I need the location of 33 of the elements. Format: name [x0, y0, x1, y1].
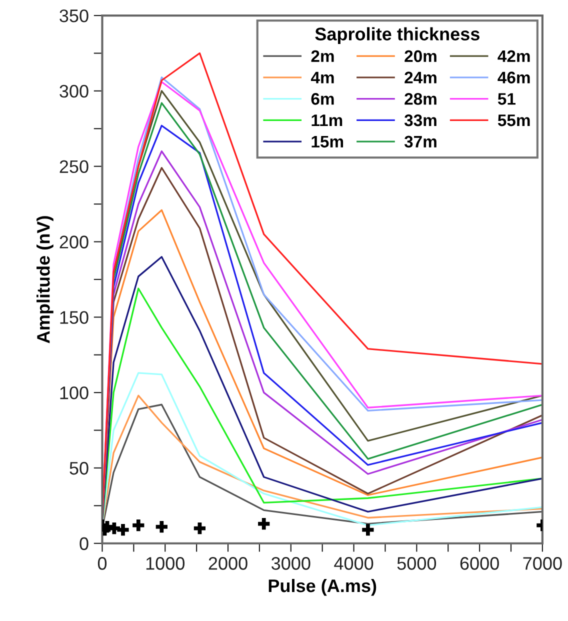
- x-tick-label: 7000: [523, 557, 562, 570]
- y-tick-label: 150: [60, 311, 88, 324]
- legend-label: 55m: [498, 114, 530, 126]
- y-tick-label: 100: [60, 386, 88, 400]
- legend-label: 42m: [498, 50, 530, 62]
- legend-label: 15m: [312, 136, 344, 148]
- legend-label: 24m: [404, 72, 436, 84]
- legend-label: 28m: [404, 93, 436, 105]
- legend-label: 20m: [404, 50, 436, 62]
- legend-title: Saprolite thickness: [315, 27, 480, 44]
- y-tick-label: 300: [60, 84, 88, 98]
- x-tick-label: 4000: [334, 557, 374, 570]
- x-tick-label: 2000: [208, 557, 248, 570]
- legend-label: 4m: [310, 72, 334, 84]
- x-axis-title: Pulse (A.ms): [268, 578, 376, 596]
- y-tick-label: 350: [60, 9, 88, 22]
- x-tick-label: 5000: [397, 557, 436, 570]
- y-tick-label: 250: [60, 160, 88, 174]
- y-axis-title: Amplitude (nV): [36, 216, 54, 344]
- x-tick-label: 3000: [272, 557, 310, 570]
- y-tick-label: 0: [80, 537, 88, 550]
- x-tick-label: 6000: [460, 557, 499, 570]
- legend-label: 33m: [404, 114, 436, 126]
- legend-label: 11m: [312, 114, 342, 126]
- legend-label: 51: [498, 93, 516, 105]
- legend-label: 2m: [311, 50, 334, 62]
- legend-label: 37m: [404, 136, 436, 148]
- legend-label: 6m: [311, 93, 334, 105]
- legend-label: 46m: [498, 72, 530, 84]
- y-tick-label: 50: [70, 462, 88, 475]
- x-tick-label: 0: [98, 557, 107, 570]
- y-tick-label: 200: [60, 236, 88, 248]
- x-tick-label: 1000: [146, 557, 185, 570]
